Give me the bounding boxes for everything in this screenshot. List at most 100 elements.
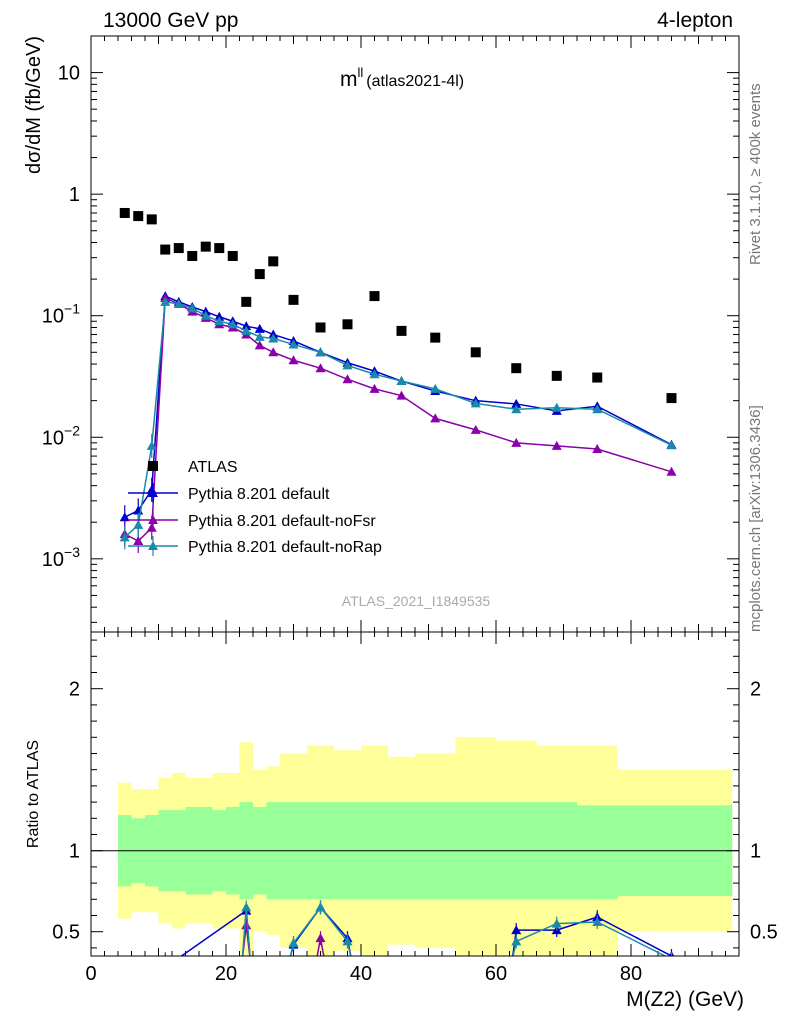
series-marker	[268, 333, 279, 343]
ratio-ylabel: Ratio to ATLAS	[25, 740, 42, 848]
plot-title-main: m	[340, 68, 358, 91]
legend-label: Pythia 8.201 default-noFsr	[188, 513, 376, 530]
ratio-y-tick-label: 1	[69, 841, 80, 863]
atlas-data-point	[551, 370, 562, 381]
series-marker	[119, 512, 130, 522]
series-marker	[133, 536, 144, 546]
atlas-data-point	[470, 347, 481, 358]
mcplots-label: mcplots.cern.ch [arXiv:1306.3436]	[747, 405, 764, 632]
atlas-data-point	[214, 243, 225, 254]
ratio-marker	[315, 902, 326, 912]
header-left: 13000 GeV pp	[103, 9, 238, 32]
main-y-tick-label: 10−2	[42, 422, 80, 449]
main-y-tick-label: 1	[69, 184, 80, 206]
x-tick-label: 20	[215, 963, 237, 985]
atlas-data-point	[187, 250, 198, 261]
series-marker	[315, 347, 326, 357]
series-marker	[511, 398, 522, 408]
atlas-data-point	[268, 256, 279, 267]
series-marker	[288, 339, 299, 349]
series-marker	[396, 376, 407, 386]
atlas-data-point	[430, 332, 441, 343]
x-tick-label: 80	[620, 963, 642, 985]
ratio-marker	[342, 936, 353, 946]
ratio-marker	[315, 933, 326, 943]
ratio-marker	[592, 916, 603, 926]
atlas-data-point	[288, 294, 299, 305]
legend-marker	[148, 515, 158, 524]
series-marker	[430, 383, 441, 393]
main-y-tick-label-exp: −2	[64, 422, 80, 438]
atlas-data-point	[146, 214, 157, 225]
plot-title-sub: (atlas2021-4l)	[366, 73, 464, 90]
series-marker	[315, 363, 326, 373]
ratio-marker	[511, 936, 522, 946]
atlas-data-point	[133, 211, 144, 222]
series-marker	[241, 321, 252, 331]
series-marker	[396, 390, 407, 400]
legend-marker	[148, 488, 158, 497]
xlabel: M(Z2) (GeV)	[626, 988, 744, 1011]
x-tick-label: 60	[485, 963, 507, 985]
main-y-tick-label: 10−1	[42, 301, 80, 328]
series-marker	[511, 437, 522, 447]
main-y-tick-label-base: 10	[42, 306, 64, 328]
atlas-data-point	[369, 291, 380, 302]
main-y-tick-label-exp: −1	[64, 301, 80, 317]
plot-title: mll(atlas2021-4l)	[340, 65, 464, 91]
ratio-series-line	[512, 916, 673, 956]
ratio-y-tick-label-right: 1	[750, 841, 761, 863]
series-marker	[592, 404, 603, 414]
main-ylabel: dσ/dM (fb/GeV)	[23, 36, 45, 174]
main-y-tick-label-base: 10	[42, 549, 64, 571]
legend-marker	[148, 541, 158, 550]
series-marker	[254, 331, 265, 341]
main-series-layer	[119, 207, 677, 554]
series-marker	[369, 383, 380, 393]
legend-label: Pythia 8.201 default-noRap	[188, 539, 382, 556]
ratio-marker	[241, 920, 252, 930]
series-marker	[241, 325, 252, 335]
atlas-data-point	[241, 296, 252, 307]
atlas-data-point	[200, 241, 211, 252]
ratio-y-tick-label-right: 2	[750, 679, 761, 701]
main-y-tick-label-exp: −3	[64, 544, 80, 560]
header-right: 4-lepton	[657, 9, 733, 32]
atlas-data-point	[173, 243, 184, 254]
atlas-data-point	[396, 325, 407, 336]
series-marker	[146, 440, 157, 450]
series-marker	[254, 323, 265, 333]
atlas-data-point	[666, 393, 677, 404]
ratio-y-tick-label: 0.5	[52, 922, 80, 944]
series-marker	[254, 340, 265, 350]
atlas-data-point	[227, 250, 238, 261]
ratio-axes: 0 20 40 60 80 0.5 0.5 1 1 2 2	[52, 632, 778, 985]
main-y-tick-label: 10−3	[42, 544, 80, 571]
series-marker	[551, 402, 562, 412]
series-marker	[470, 398, 481, 408]
atlas-data-point	[119, 207, 130, 218]
series-marker	[119, 532, 130, 542]
atlas-data-point	[511, 363, 522, 374]
series-marker	[160, 296, 171, 306]
atlas-data-point	[342, 319, 353, 330]
series-marker	[133, 519, 144, 529]
atlas-data-point	[254, 269, 265, 280]
atlas-data-point	[160, 244, 171, 255]
legend-label: ATLAS	[188, 459, 238, 476]
series-marker	[288, 355, 299, 365]
series-marker	[511, 404, 522, 414]
ratio-y-tick-label: 2	[69, 679, 80, 701]
ratio-y-tick-label-right: 0.5	[750, 922, 778, 944]
ratio-marker	[160, 962, 170, 971]
main-y-tick-label-base: 10	[42, 427, 64, 449]
series-marker	[227, 319, 238, 329]
series-marker	[268, 347, 279, 357]
series-marker	[146, 522, 157, 532]
series-marker	[342, 374, 353, 384]
ratio-marker	[511, 925, 522, 935]
series-marker	[666, 440, 677, 450]
ratio-series-layer	[160, 900, 675, 971]
